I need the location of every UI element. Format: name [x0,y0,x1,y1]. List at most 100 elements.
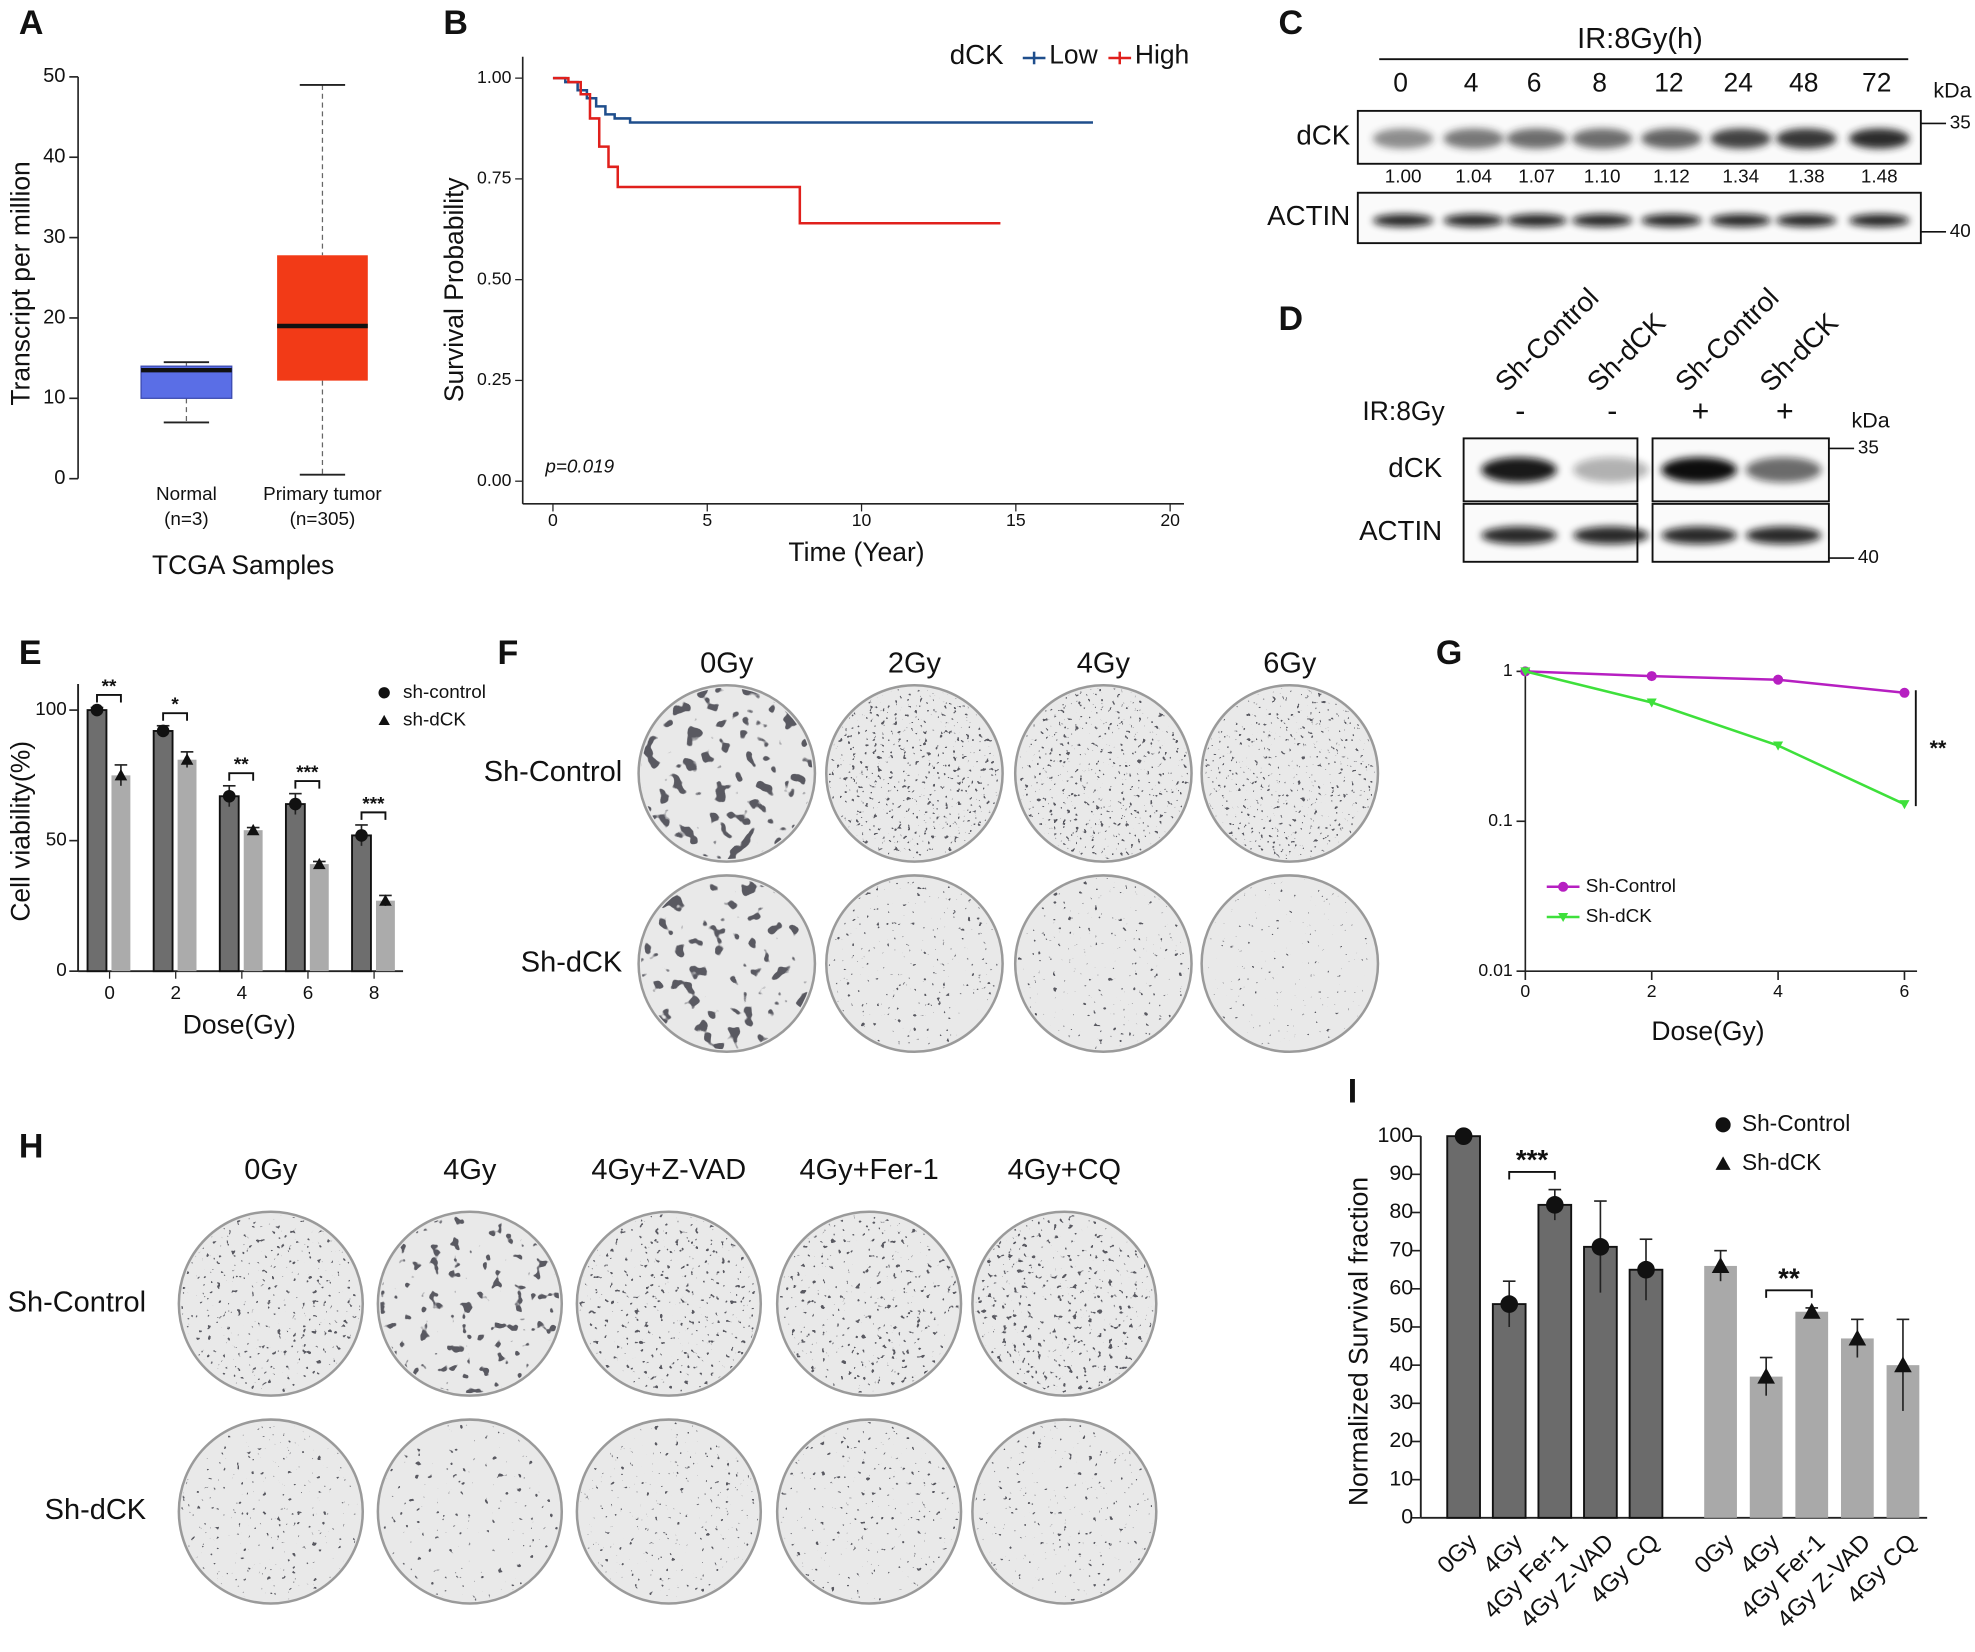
x-tick-label: 0Gy [1432,1529,1482,1579]
data-point [1591,1238,1610,1256]
data-point [1637,1260,1655,1279]
lane-label: 24 [1723,67,1752,97]
band-ratio: 1.12 [1653,167,1690,188]
blot-frame [1356,109,1922,165]
lane-label: 4 [1464,67,1479,97]
y-tick-label: 0 [1401,1504,1413,1528]
lane-label: 6 [1527,67,1542,97]
lane-label: 72 [1862,67,1891,97]
band [1641,128,1702,149]
y-tick-label: 10 [1389,1466,1413,1490]
data-point [313,857,326,870]
legend-marker [378,687,390,699]
data-point [1773,741,1784,751]
blot-title: IR:8Gy(h) [1577,23,1703,55]
bar [1446,1135,1481,1519]
x-tick-label: 4 [237,983,247,1004]
significance-label: * [171,695,179,716]
box [277,255,368,381]
column-label: 4Gy [1077,648,1131,680]
significance-label: *** [296,762,319,783]
bar [309,864,329,972]
significance-label: *** [1516,1144,1549,1175]
y-tick-label: 1 [1503,660,1513,680]
panel-letter: I [1348,1072,1357,1110]
data-point [1454,1127,1473,1145]
band [1745,457,1822,483]
x-tick-label: Primary tumor [263,484,382,505]
treatment-label: IR:8Gy [1362,396,1445,426]
row-label: Sh-dCK [521,946,622,978]
treatment-sign: - [1515,395,1525,428]
size-marker: 40 [1858,547,1879,568]
significance-label: *** [362,794,385,815]
panel-letter: B [443,4,468,42]
panel-letter: E [19,634,42,672]
y-tick-label: 30 [43,226,65,248]
data-point [1646,671,1657,682]
colonies [1204,687,1376,860]
x-tick-label: 0 [104,983,115,1004]
y-axis-label: Normalized Survival fraction [1343,1177,1373,1506]
x-tick-label: 20 [1160,510,1180,530]
x-axis-label: TCGA Samples [152,550,334,580]
panel-letter: C [1278,4,1303,42]
x-axis-label: Dose(Gy) [1651,1016,1764,1046]
data-point [1500,1295,1519,1313]
band [1661,526,1737,545]
colonies [579,1422,759,1601]
legend-marker [1715,1117,1731,1133]
treatment-sign: - [1607,395,1617,428]
significance-bracket [228,772,255,781]
colonies [974,1214,1154,1394]
data-point [1520,667,1531,677]
treatment-sign: + [1692,395,1710,428]
bar [351,834,372,973]
data-point [246,823,260,836]
band-ratio: 1.07 [1518,167,1555,188]
x-axis-label: Time (Year) [788,537,924,567]
panel-letter: H [19,1128,44,1166]
y-tick-label: 0 [54,467,65,489]
x-tick-label: 2 [1647,981,1657,1001]
data-point [1802,1302,1821,1319]
data-point [1899,800,1910,810]
y-tick-label: 30 [1389,1390,1413,1414]
y-tick-label: 40 [1389,1352,1413,1376]
band [1661,457,1737,483]
band [1641,214,1702,227]
y-tick-label: 20 [43,306,65,328]
significance-bracket [1765,1289,1813,1298]
data-point [90,703,104,717]
data-point [1757,1367,1775,1384]
band-ratio: 1.10 [1584,167,1621,188]
x-tick-label: 5 [702,510,712,530]
band [1372,128,1434,149]
band [1573,457,1649,483]
y-tick-label: 50 [46,830,67,851]
band [1849,128,1910,149]
treatment-sign: + [1776,395,1794,428]
legend-marker [1558,881,1569,892]
colonies [1204,877,1376,1050]
x-tick-count: (n=3) [164,509,209,530]
x-axis-label: Dose(Gy) [183,1010,296,1040]
band [1710,214,1771,227]
data-point [1711,1257,1730,1273]
row-label: ACTIN [1267,200,1350,231]
y-tick-label: 100 [35,699,67,720]
y-tick-label: 10 [43,387,65,409]
legend-marker [1715,1156,1731,1170]
x-tick-label: 2 [170,983,180,1004]
data-point [379,894,392,906]
legend-label: sh-control [403,682,486,703]
band [1571,128,1633,149]
legend-label: Sh-dCK [1586,906,1653,927]
panel-letter: A [19,4,44,42]
y-tick-label: 0.50 [477,268,512,288]
band [1481,526,1557,545]
column-label: 4Gy+Z-VAD [591,1154,746,1186]
panel-letter: D [1278,300,1303,338]
unit-label: kDa [1933,79,1971,103]
